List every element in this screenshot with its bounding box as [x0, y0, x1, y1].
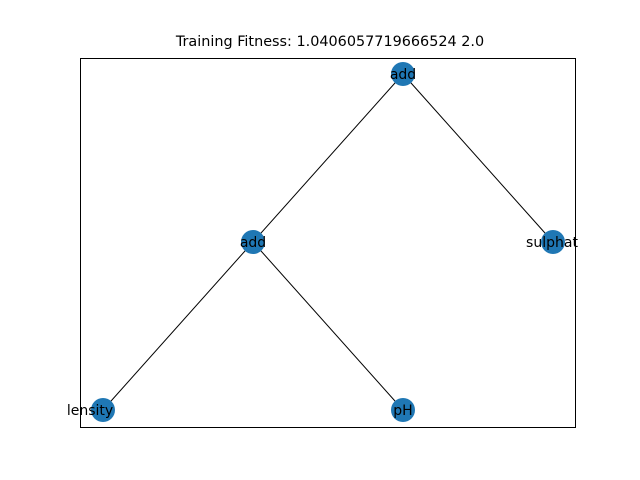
edge-n1-n3 [102, 241, 254, 411]
edge-n0-n1 [252, 73, 404, 243]
node-label-n0: add [390, 67, 416, 83]
edge-n0-n2 [402, 73, 554, 243]
node-n2 [541, 230, 565, 254]
node-label-n1: add [240, 235, 266, 251]
node-label-n3: lensity [67, 403, 113, 419]
node-label-n4: pH [393, 403, 412, 419]
node-n1 [241, 230, 265, 254]
plot-frame [80, 58, 576, 428]
edge-n1-n4 [252, 241, 404, 411]
node-n0 [391, 62, 415, 86]
diagram-title: Training Fitness: 1.0406057719666524 2.0 [175, 34, 485, 50]
node-n4 [391, 398, 415, 422]
node-label-n2: sulphat [526, 235, 578, 251]
edges-layer [102, 73, 554, 411]
labels-layer: add add sulphat lensity pH [67, 67, 579, 419]
nodes-layer [91, 62, 565, 422]
node-n3 [91, 398, 115, 422]
